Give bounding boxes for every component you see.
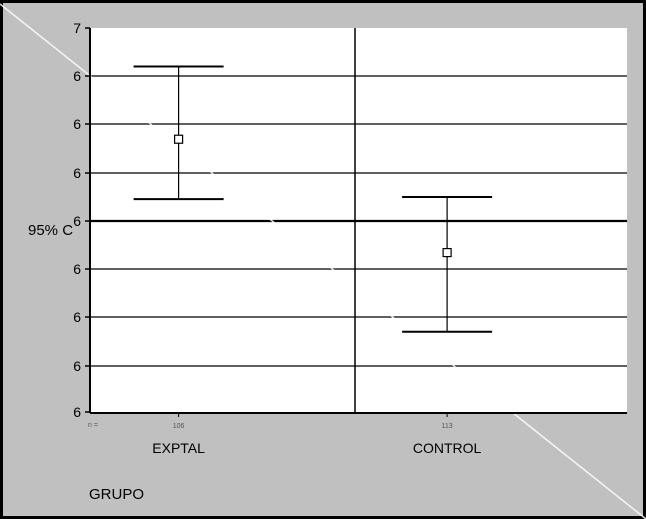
y-tick-label: 6	[73, 261, 81, 277]
y-axis-ticks: 7 6 6 6 6 6 6 6 6	[73, 20, 90, 420]
y-tick-label: 6	[73, 116, 81, 132]
y-tick-label: 6	[73, 68, 81, 84]
y-tick-label: 6	[73, 358, 81, 374]
y-tick-label: 6	[73, 213, 81, 229]
n-count-label: 113	[442, 423, 453, 430]
mean-marker	[442, 247, 452, 258]
mean-marker	[174, 134, 184, 144]
category-label: CONTROL	[413, 440, 482, 456]
y-axis-title: 95% C	[28, 222, 73, 239]
grid-lines	[90, 75, 627, 367]
n-prefix-label: n =	[88, 422, 98, 429]
category-label: EXPTAL	[152, 440, 205, 456]
x-axis-title: GRUPO	[89, 486, 144, 503]
y-tick-label: 6	[73, 165, 81, 181]
diagonal-artifact-line	[0, 3, 646, 519]
y-tick-label: 7	[73, 20, 81, 36]
y-tick-label: 6	[73, 404, 81, 420]
n-count-label: 106	[173, 423, 185, 430]
error-bars	[133, 65, 493, 417]
x-axis-labels: 106 EXPTAL 113 CONTROL	[152, 423, 481, 456]
error-bar-exptal	[133, 65, 224, 417]
error-bar-control	[402, 195, 493, 417]
y-tick-label: 6	[73, 309, 81, 325]
